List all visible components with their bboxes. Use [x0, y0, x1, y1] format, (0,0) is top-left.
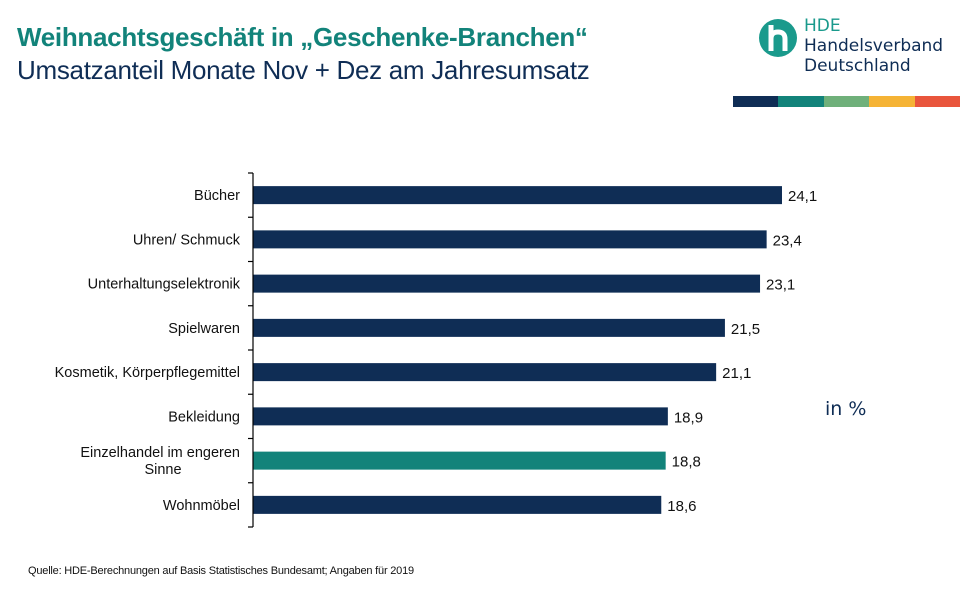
- data-label: 23,4: [773, 232, 802, 249]
- category-label: Uhren/ Schmuck: [133, 232, 241, 248]
- stripe-segment: [869, 96, 916, 107]
- category-label-line: Einzelhandel im engeren: [80, 445, 240, 461]
- logo-handelsverband: Handelsverband: [804, 36, 944, 56]
- category-label: Spielwaren: [168, 321, 240, 337]
- stripe-segment: [823, 96, 870, 107]
- logo-deutschland: Deutschland: [804, 56, 911, 76]
- logo-text: HDE Handelsverband Deutschland: [804, 16, 943, 76]
- stripe-segment: [778, 96, 825, 107]
- data-label: 21,1: [722, 365, 751, 382]
- data-label: 24,1: [788, 188, 817, 205]
- chart-subtitle: Umsatzanteil Monate Nov + Dez am Jahresu…: [17, 55, 590, 85]
- hde-logo: HDE Handelsverband Deutschland: [758, 14, 958, 84]
- source-note: Quelle: HDE-Berechnungen auf Basis Stati…: [28, 565, 414, 577]
- bar: [253, 363, 717, 382]
- bar: [253, 274, 761, 293]
- bar: [253, 407, 668, 426]
- data-label: 18,8: [672, 454, 701, 471]
- data-label: 23,1: [766, 277, 795, 294]
- category-label-line: Sinne: [144, 462, 181, 478]
- unit-label: in %: [825, 398, 867, 420]
- bar: [253, 230, 767, 249]
- category-label: Wohnmöbel: [163, 498, 240, 514]
- logo-hde: HDE: [804, 16, 841, 36]
- category-label: Unterhaltungselektronik: [88, 277, 241, 293]
- category-label: Einzelhandel im engeren Sinne: [80, 445, 240, 478]
- bar: [253, 186, 782, 205]
- data-label: 21,5: [731, 321, 760, 338]
- hde-h-logo-icon: [759, 19, 797, 57]
- stripe-segment: [733, 96, 779, 107]
- bar: [253, 318, 725, 337]
- bar: [253, 495, 662, 514]
- bar: [253, 451, 666, 470]
- stripe-segment: [914, 96, 960, 107]
- category-label: Bekleidung: [168, 409, 240, 425]
- data-label: 18,6: [667, 498, 696, 515]
- category-label: Kosmetik, Körperpflegemittel: [55, 365, 240, 381]
- chart-title: Weihnachtsgeschäft in „Geschenke-Branche…: [17, 22, 588, 52]
- category-label: Bücher: [194, 188, 240, 204]
- data-label: 18,9: [674, 409, 703, 426]
